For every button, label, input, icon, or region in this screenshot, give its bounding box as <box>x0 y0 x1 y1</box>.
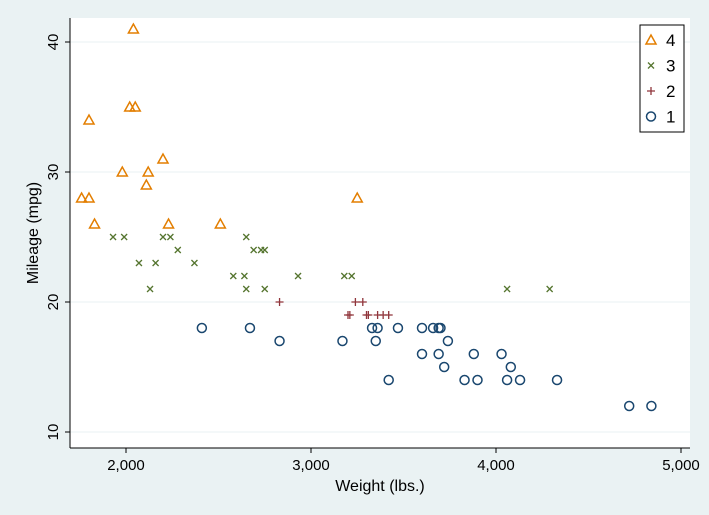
data-point-group-1 <box>438 361 450 373</box>
data-point-group-1 <box>514 374 526 386</box>
data-point-group-3 <box>152 259 160 267</box>
data-point-group-1 <box>372 322 383 334</box>
y-tick-label: 20 <box>45 294 62 311</box>
data-point-group-4 <box>162 217 175 229</box>
x-tick-label: 4,000 <box>477 457 515 474</box>
data-point-group-1 <box>459 374 470 386</box>
data-point-group-3 <box>250 246 258 254</box>
data-point-group-3 <box>135 259 143 267</box>
y-tick-label: 10 <box>45 424 62 441</box>
data-point-group-3 <box>159 233 167 241</box>
data-point-group-3 <box>146 285 154 293</box>
data-point-group-1 <box>496 348 507 360</box>
data-point-group-4 <box>350 191 364 203</box>
data-point-group-4 <box>214 217 227 229</box>
data-point-group-1 <box>416 348 428 360</box>
legend-label-1: 1 <box>666 108 675 127</box>
data-point-group-1 <box>366 322 378 334</box>
data-point-group-3 <box>340 272 348 280</box>
y-tick-label: 40 <box>45 34 62 51</box>
legend: 4 3 2 1 <box>639 24 685 133</box>
data-marks <box>75 22 657 412</box>
data-point-group-3 <box>294 272 302 280</box>
data-point-group-1 <box>196 322 208 334</box>
data-point-group-1 <box>433 348 444 360</box>
x-tick-label: 3,000 <box>292 457 330 474</box>
data-point-group-3 <box>240 272 248 280</box>
data-point-group-4 <box>127 22 140 34</box>
data-point-group-3 <box>109 233 117 241</box>
data-point-group-3 <box>503 285 511 293</box>
data-point-group-1 <box>370 335 381 347</box>
data-point-group-4 <box>141 165 155 177</box>
data-point-group-3 <box>229 272 237 280</box>
data-point-group-3 <box>174 246 182 254</box>
data-point-group-4 <box>82 113 96 125</box>
axes: 10 20 30 40 2,000 3,000 4,000 5,000 <box>45 18 700 474</box>
data-point-group-3 <box>348 272 356 280</box>
legend-label-4: 4 <box>666 31 675 50</box>
legend-marker-2 <box>647 87 655 95</box>
data-point-group-1 <box>623 400 635 412</box>
data-point-group-1 <box>337 335 348 347</box>
data-point-group-3 <box>190 259 198 267</box>
x-axis-label: Weight (lbs.) <box>335 478 425 495</box>
data-point-group-1 <box>442 335 454 347</box>
data-point-group-1 <box>501 374 513 386</box>
data-point-group-3 <box>242 233 250 241</box>
legend-marker-3 <box>647 62 655 69</box>
data-point-group-3 <box>546 285 554 293</box>
data-point-group-1 <box>416 322 428 334</box>
data-point-group-1 <box>274 335 285 347</box>
data-point-group-4 <box>88 217 101 229</box>
legend-marker-4 <box>644 33 658 45</box>
gridlines <box>70 41 690 433</box>
data-point-group-3 <box>120 233 128 241</box>
legend-label-3: 3 <box>666 57 675 76</box>
data-point-group-4 <box>156 152 170 164</box>
data-point-group-2 <box>275 298 284 306</box>
data-point-group-4 <box>75 191 88 203</box>
data-point-group-4 <box>82 191 96 203</box>
data-point-group-1 <box>383 374 394 386</box>
data-point-group-4 <box>140 178 153 190</box>
data-point-group-1 <box>646 400 657 412</box>
data-point-group-1 <box>472 374 483 386</box>
x-tick-label: 2,000 <box>107 457 145 474</box>
data-point-group-3 <box>242 285 250 293</box>
data-point-group-1 <box>392 322 404 334</box>
y-axis-label: Mileage (mpg) <box>25 182 42 284</box>
data-point-group-1 <box>551 374 563 386</box>
data-point-group-2 <box>384 311 393 319</box>
y-tick-label: 30 <box>45 164 62 181</box>
data-point-group-1 <box>468 348 480 360</box>
data-point-group-2 <box>364 311 373 319</box>
x-tick-label: 5,000 <box>662 457 700 474</box>
data-point-group-3 <box>261 285 269 293</box>
data-point-group-4 <box>116 165 129 177</box>
data-point-group-3 <box>261 246 269 254</box>
data-point-group-2 <box>345 311 354 319</box>
data-point-group-2 <box>358 298 367 306</box>
data-point-group-1 <box>244 322 256 334</box>
data-point-group-3 <box>166 233 174 241</box>
data-point-group-4 <box>128 100 142 112</box>
plot-region <box>70 18 690 448</box>
data-point-group-1 <box>435 322 446 334</box>
data-point-group-1 <box>427 322 439 334</box>
data-point-group-2 <box>351 298 360 306</box>
legend-label-2: 2 <box>666 82 675 101</box>
legend-marker-1 <box>645 111 657 122</box>
data-point-group-1 <box>505 361 517 373</box>
